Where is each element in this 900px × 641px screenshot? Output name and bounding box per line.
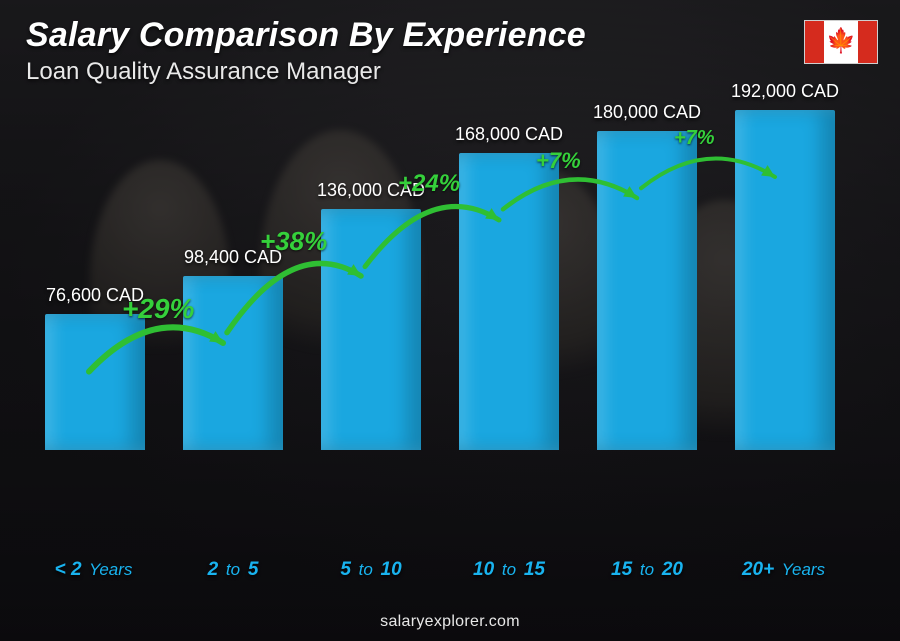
- bar-slot: 192,000 CAD: [735, 81, 834, 450]
- canada-flag-icon: 🍁: [804, 20, 878, 64]
- flag-band-left: [805, 21, 824, 63]
- percent-increase-label: +38%: [260, 226, 327, 257]
- flag-center: 🍁: [824, 21, 858, 63]
- x-axis-label: 20+ Years: [716, 559, 854, 581]
- chart-subtitle: Loan Quality Assurance Manager: [26, 58, 381, 86]
- bar: [459, 153, 558, 451]
- bar-slot: 136,000 CAD: [321, 180, 420, 450]
- x-axis-label: 10 to 15: [440, 559, 578, 581]
- bar-value-label: 192,000 CAD: [731, 81, 839, 102]
- chart-title: Salary Comparison By Experience: [26, 16, 586, 55]
- bar: [45, 314, 144, 450]
- maple-leaf-icon: 🍁: [826, 30, 856, 54]
- x-axis-labels: < 2 Years2 to 55 to 1010 to 1515 to 2020…: [26, 553, 854, 581]
- bar: [735, 110, 834, 450]
- bars-container: 76,600 CAD98,400 CAD136,000 CAD168,000 C…: [26, 110, 854, 450]
- x-axis-label: 2 to 5: [164, 559, 302, 581]
- x-axis-label: 5 to 10: [302, 559, 440, 581]
- footer-attribution: salaryexplorer.com: [0, 613, 900, 631]
- bar: [597, 131, 696, 450]
- flag-band-right: [858, 21, 877, 63]
- bar: [321, 209, 420, 450]
- percent-increase-label: +7%: [674, 127, 715, 150]
- x-axis-label: < 2 Years: [26, 559, 164, 581]
- bar-value-label: 168,000 CAD: [455, 124, 563, 145]
- bar-slot: 98,400 CAD: [183, 247, 282, 450]
- bar-slot: 180,000 CAD: [597, 102, 696, 450]
- percent-increase-label: +7%: [536, 148, 581, 174]
- x-axis-label: 15 to 20: [578, 559, 716, 581]
- percent-increase-label: +24%: [398, 170, 460, 198]
- bar-value-label: 180,000 CAD: [593, 102, 701, 123]
- infographic-stage: Salary Comparison By Experience Loan Qua…: [0, 0, 900, 641]
- bar-chart: 76,600 CAD98,400 CAD136,000 CAD168,000 C…: [26, 110, 854, 581]
- percent-increase-label: +29%: [122, 293, 194, 325]
- bar: [183, 276, 282, 450]
